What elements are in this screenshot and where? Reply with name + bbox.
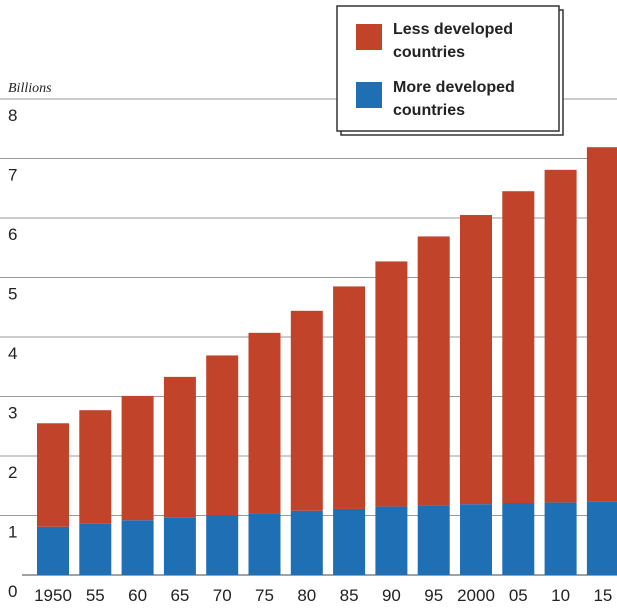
bar-more-developed <box>290 510 323 575</box>
legend-label: Less developed countries <box>393 21 513 61</box>
bar-less-developed <box>502 191 535 504</box>
x-tick-label: 60 <box>128 586 147 605</box>
bar-more-developed <box>333 508 366 575</box>
bar-more-developed <box>37 526 69 575</box>
x-tick-label: 90 <box>382 586 401 605</box>
y-tick-label: 2 <box>8 463 17 482</box>
legend: Less developed countries More developed cou… <box>336 5 564 136</box>
bar-more-developed <box>544 502 577 575</box>
bar-less-developed <box>333 286 366 509</box>
bar-more-developed <box>375 506 408 575</box>
bar-more-developed <box>417 505 450 575</box>
legend-swatch <box>356 24 382 50</box>
y-axis: 0 1 2 3 4 5 6 7 8 <box>8 106 17 601</box>
y-tick-label: 4 <box>8 344 17 363</box>
bar-more-developed <box>163 517 196 575</box>
bar-less-developed <box>248 332 281 514</box>
x-tick-label: 05 <box>509 586 528 605</box>
bar-more-developed <box>206 515 239 575</box>
bar-less-developed <box>586 147 617 502</box>
bar-less-developed <box>121 395 154 521</box>
bar-more-developed <box>248 513 281 575</box>
x-tick-label: 1950 <box>34 586 72 605</box>
y-tick-label: 8 <box>8 106 17 125</box>
bar-more-developed <box>586 501 617 575</box>
y-tick-label: 0 <box>8 582 17 601</box>
x-tick-label: 65 <box>170 586 189 605</box>
x-tick-label: 80 <box>297 586 316 605</box>
bar-series <box>37 147 617 575</box>
bar-more-developed <box>79 523 112 575</box>
bar-less-developed <box>544 169 577 503</box>
legend-swatch <box>356 82 382 108</box>
y-tick-label: 5 <box>8 285 17 304</box>
y-tick-label: 3 <box>8 404 17 423</box>
bar-more-developed <box>460 504 492 575</box>
y-axis-label: Billions <box>8 81 52 96</box>
bar-more-developed <box>502 503 535 575</box>
bar-less-developed <box>163 376 196 518</box>
x-tick-label: 15 <box>593 586 612 605</box>
bar-less-developed <box>290 310 323 511</box>
x-tick-label: 70 <box>213 586 232 605</box>
bar-less-developed <box>375 261 408 507</box>
x-tick-label: 2000 <box>457 586 495 605</box>
x-tick-label: 55 <box>86 586 105 605</box>
bar-less-developed <box>417 236 450 506</box>
bar-less-developed <box>460 215 492 505</box>
y-tick-label: 1 <box>8 523 17 542</box>
x-axis: 1950 55 60 65 70 75 80 85 90 95 2000 05 10 15 <box>34 586 612 605</box>
y-tick-label: 6 <box>8 225 17 244</box>
bar-less-developed <box>206 355 239 516</box>
bar-less-developed <box>37 423 69 527</box>
bar-more-developed <box>121 520 154 575</box>
bar-less-developed <box>79 410 112 524</box>
x-tick-label: 95 <box>424 586 443 605</box>
y-tick-label: 7 <box>8 166 17 185</box>
x-tick-label: 10 <box>551 586 570 605</box>
legend-label: More developed countries <box>393 79 515 119</box>
x-tick-label: 85 <box>340 586 359 605</box>
x-tick-label: 75 <box>255 586 274 605</box>
